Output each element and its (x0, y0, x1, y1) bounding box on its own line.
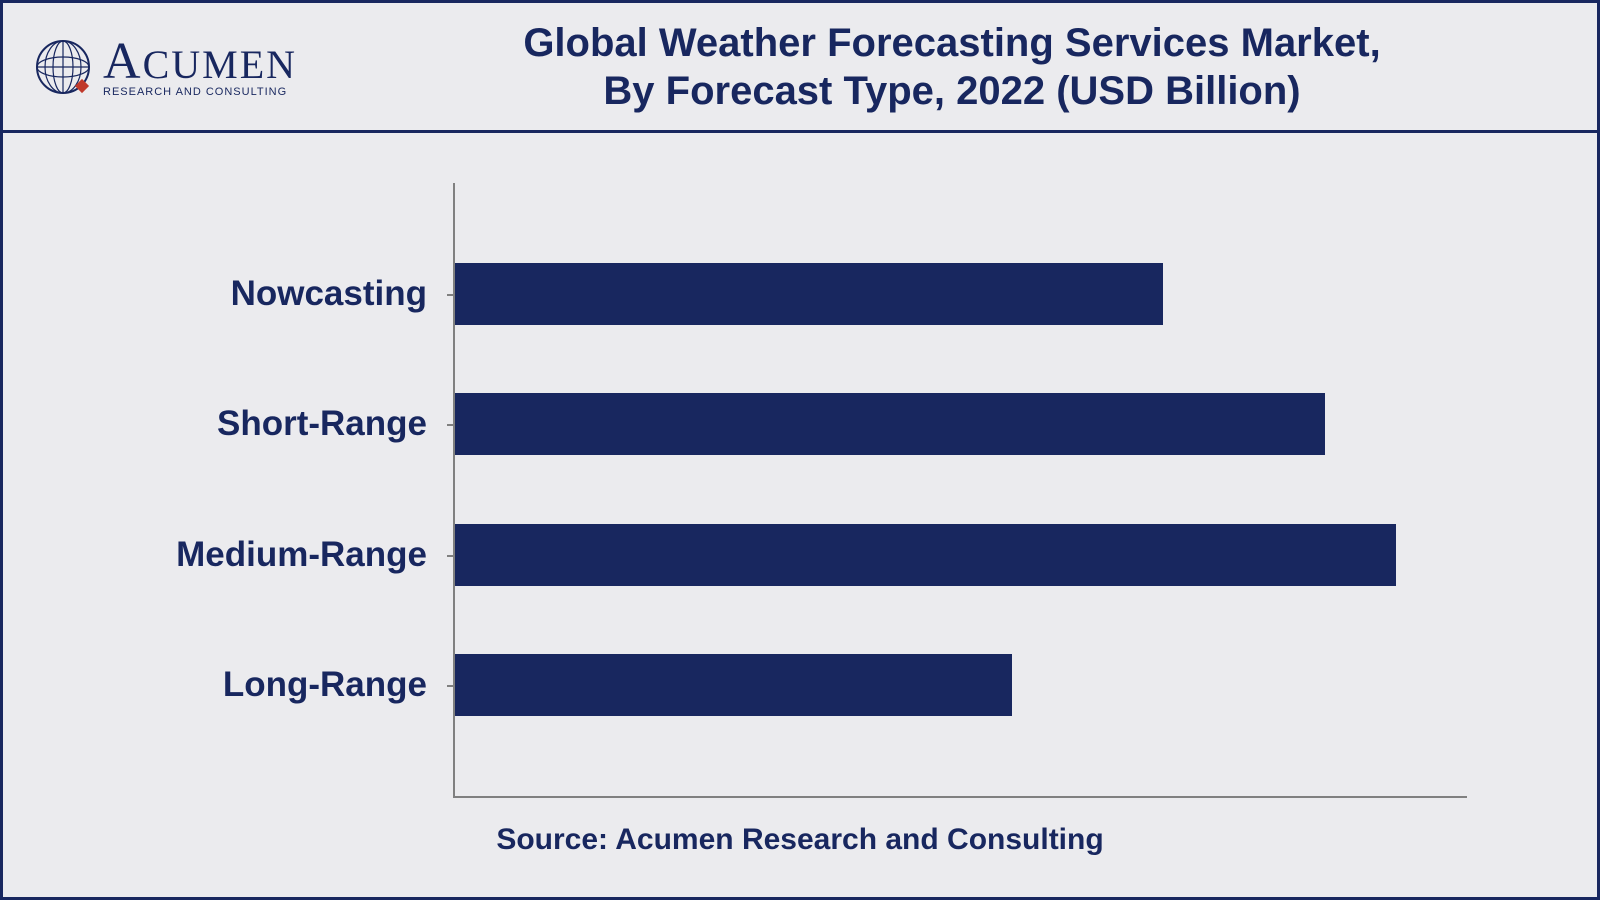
globe-icon (33, 37, 93, 97)
category-label: Short-Range (95, 404, 455, 444)
category-label: Nowcasting (95, 274, 455, 314)
bar-row: Nowcasting (455, 254, 1467, 334)
chart-body: Nowcasting Short-Range Medium-Range Long-Ra… (3, 133, 1597, 897)
brand-name: ACUMEN (103, 36, 297, 88)
category-label: Medium-Range (95, 535, 455, 575)
brand-text: ACUMEN RESEARCH AND CONSULTING (103, 36, 297, 98)
bar (455, 654, 1012, 716)
title-line-1: Global Weather Forecasting Services Mark… (337, 19, 1567, 67)
bar (455, 263, 1163, 325)
source-attribution: Source: Acumen Research and Consulting (93, 798, 1507, 867)
bar-row: Medium-Range (455, 515, 1467, 595)
brand-tagline: RESEARCH AND CONSULTING (103, 86, 297, 98)
bar-rows: Nowcasting Short-Range Medium-Range Long-Ra… (453, 183, 1467, 798)
brand-logo: ACUMEN RESEARCH AND CONSULTING (33, 36, 297, 98)
bar (455, 393, 1325, 455)
chart-container: ACUMEN RESEARCH AND CONSULTING Global We… (0, 0, 1600, 900)
title-line-2: By Forecast Type, 2022 (USD Billion) (337, 67, 1567, 115)
bar (455, 524, 1396, 586)
header-bar: ACUMEN RESEARCH AND CONSULTING Global We… (3, 3, 1597, 133)
category-label: Long-Range (95, 665, 455, 705)
chart-plot-area: Nowcasting Short-Range Medium-Range Long-Ra… (93, 183, 1507, 798)
chart-title: Global Weather Forecasting Services Mark… (337, 19, 1567, 115)
bar-row: Long-Range (455, 645, 1467, 725)
bar-row: Short-Range (455, 384, 1467, 464)
